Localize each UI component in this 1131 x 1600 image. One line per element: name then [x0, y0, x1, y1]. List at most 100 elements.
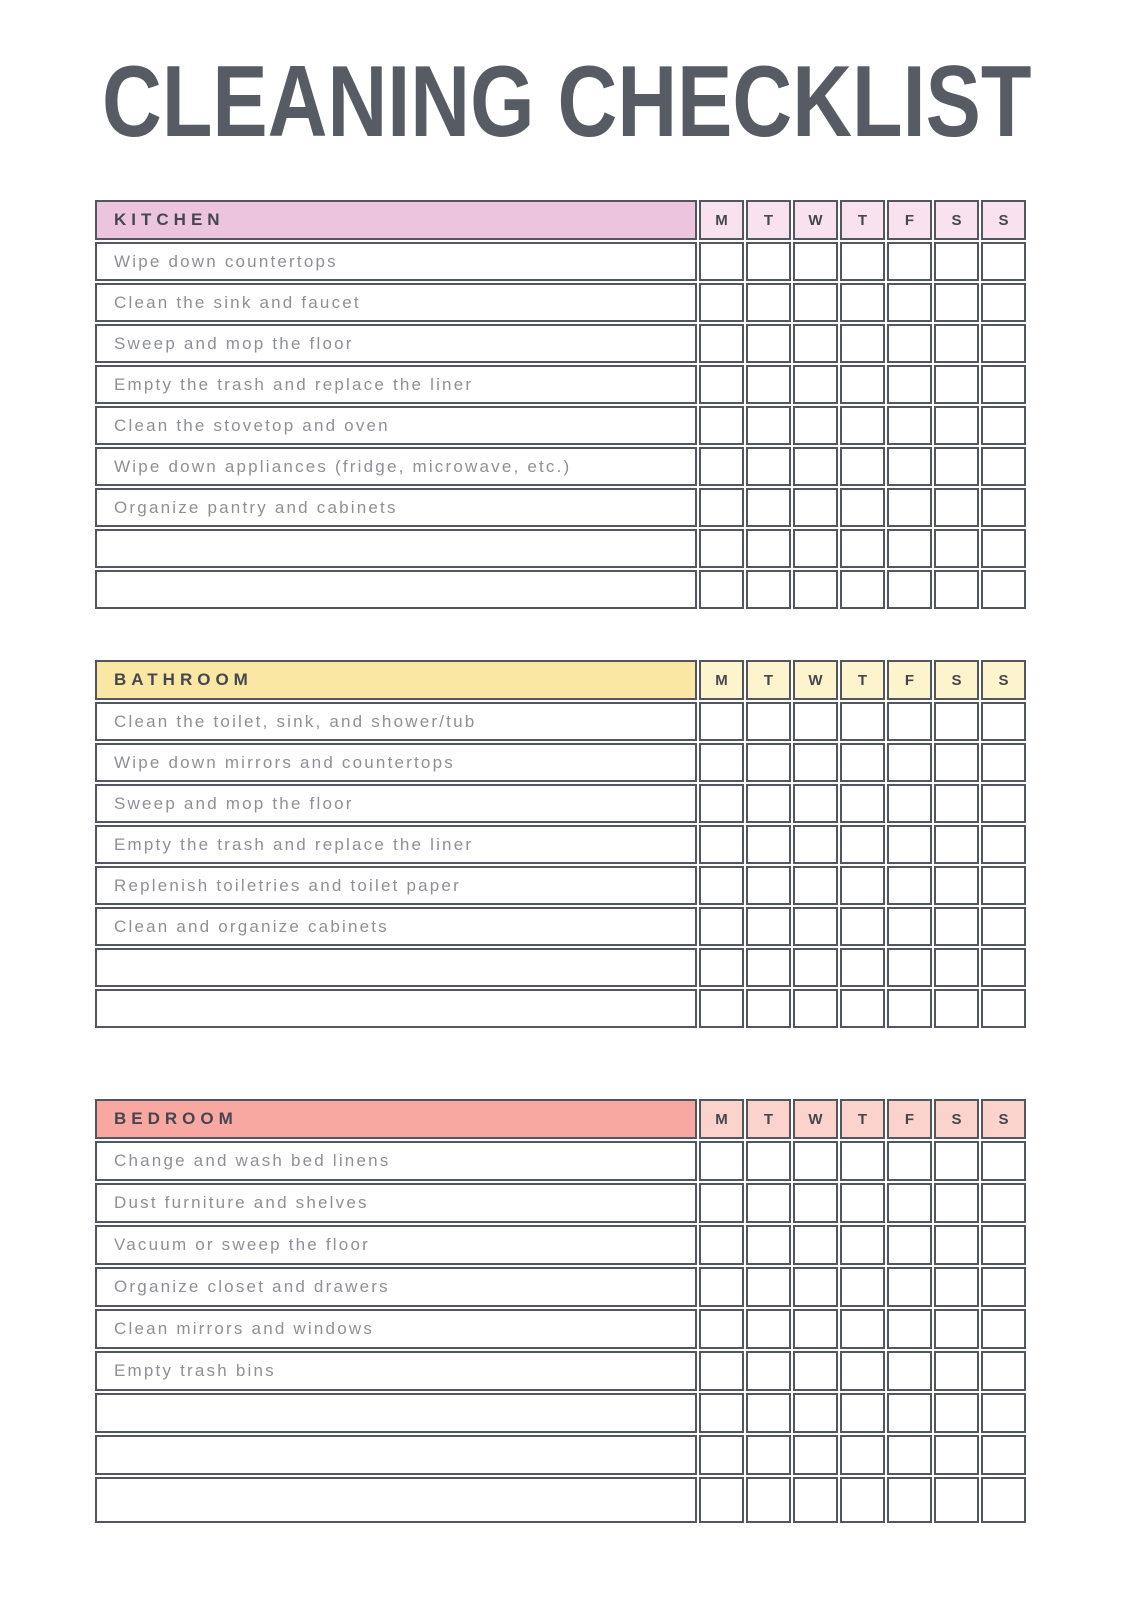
checkbox-cell[interactable] — [699, 1435, 744, 1475]
checkbox-cell[interactable] — [840, 406, 885, 445]
checkbox-cell[interactable] — [699, 283, 744, 322]
checkbox-cell[interactable] — [981, 324, 1026, 363]
empty-task-cell[interactable] — [95, 948, 697, 987]
checkbox-cell[interactable] — [981, 743, 1026, 782]
empty-task-cell[interactable] — [95, 570, 697, 609]
checkbox-cell[interactable] — [981, 1351, 1026, 1391]
checkbox-cell[interactable] — [746, 1435, 791, 1475]
checkbox-cell[interactable] — [746, 1267, 791, 1307]
checkbox-cell[interactable] — [934, 1141, 979, 1181]
checkbox-cell[interactable] — [746, 1477, 791, 1523]
checkbox-cell[interactable] — [699, 406, 744, 445]
checkbox-cell[interactable] — [934, 784, 979, 823]
checkbox-cell[interactable] — [840, 743, 885, 782]
checkbox-cell[interactable] — [887, 1435, 932, 1475]
checkbox-cell[interactable] — [746, 907, 791, 946]
checkbox-cell[interactable] — [887, 1309, 932, 1349]
checkbox-cell[interactable] — [793, 784, 838, 823]
checkbox-cell[interactable] — [793, 989, 838, 1028]
checkbox-cell[interactable] — [746, 825, 791, 864]
checkbox-cell[interactable] — [746, 529, 791, 568]
checkbox-cell[interactable] — [840, 907, 885, 946]
checkbox-cell[interactable] — [887, 406, 932, 445]
checkbox-cell[interactable] — [840, 989, 885, 1028]
checkbox-cell[interactable] — [981, 1393, 1026, 1433]
checkbox-cell[interactable] — [840, 702, 885, 741]
checkbox-cell[interactable] — [699, 1225, 744, 1265]
checkbox-cell[interactable] — [793, 866, 838, 905]
checkbox-cell[interactable] — [981, 1141, 1026, 1181]
checkbox-cell[interactable] — [887, 989, 932, 1028]
checkbox-cell[interactable] — [746, 488, 791, 527]
checkbox-cell[interactable] — [934, 324, 979, 363]
checkbox-cell[interactable] — [887, 242, 932, 281]
checkbox-cell[interactable] — [934, 1225, 979, 1265]
checkbox-cell[interactable] — [793, 365, 838, 404]
checkbox-cell[interactable] — [981, 784, 1026, 823]
checkbox-cell[interactable] — [981, 1183, 1026, 1223]
checkbox-cell[interactable] — [840, 529, 885, 568]
checkbox-cell[interactable] — [934, 1309, 979, 1349]
checkbox-cell[interactable] — [793, 1477, 838, 1523]
checkbox-cell[interactable] — [887, 907, 932, 946]
checkbox-cell[interactable] — [746, 948, 791, 987]
checkbox-cell[interactable] — [699, 529, 744, 568]
checkbox-cell[interactable] — [981, 907, 1026, 946]
checkbox-cell[interactable] — [934, 948, 979, 987]
checkbox-cell[interactable] — [840, 283, 885, 322]
checkbox-cell[interactable] — [746, 570, 791, 609]
checkbox-cell[interactable] — [934, 1393, 979, 1433]
checkbox-cell[interactable] — [887, 1225, 932, 1265]
checkbox-cell[interactable] — [840, 1351, 885, 1391]
checkbox-cell[interactable] — [840, 488, 885, 527]
checkbox-cell[interactable] — [840, 1141, 885, 1181]
checkbox-cell[interactable] — [793, 447, 838, 486]
checkbox-cell[interactable] — [793, 1183, 838, 1223]
checkbox-cell[interactable] — [699, 324, 744, 363]
checkbox-cell[interactable] — [934, 702, 979, 741]
checkbox-cell[interactable] — [981, 570, 1026, 609]
checkbox-cell[interactable] — [746, 324, 791, 363]
checkbox-cell[interactable] — [699, 907, 744, 946]
checkbox-cell[interactable] — [934, 365, 979, 404]
checkbox-cell[interactable] — [887, 948, 932, 987]
checkbox-cell[interactable] — [699, 488, 744, 527]
checkbox-cell[interactable] — [934, 989, 979, 1028]
checkbox-cell[interactable] — [887, 283, 932, 322]
checkbox-cell[interactable] — [840, 825, 885, 864]
checkbox-cell[interactable] — [981, 1435, 1026, 1475]
checkbox-cell[interactable] — [793, 324, 838, 363]
checkbox-cell[interactable] — [887, 702, 932, 741]
checkbox-cell[interactable] — [699, 1183, 744, 1223]
checkbox-cell[interactable] — [746, 1183, 791, 1223]
checkbox-cell[interactable] — [981, 529, 1026, 568]
checkbox-cell[interactable] — [934, 1183, 979, 1223]
checkbox-cell[interactable] — [887, 365, 932, 404]
checkbox-cell[interactable] — [746, 784, 791, 823]
checkbox-cell[interactable] — [699, 784, 744, 823]
checkbox-cell[interactable] — [887, 529, 932, 568]
checkbox-cell[interactable] — [840, 1225, 885, 1265]
checkbox-cell[interactable] — [840, 1267, 885, 1307]
checkbox-cell[interactable] — [887, 1141, 932, 1181]
checkbox-cell[interactable] — [934, 570, 979, 609]
checkbox-cell[interactable] — [793, 702, 838, 741]
checkbox-cell[interactable] — [746, 989, 791, 1028]
checkbox-cell[interactable] — [793, 1393, 838, 1433]
checkbox-cell[interactable] — [981, 1309, 1026, 1349]
checkbox-cell[interactable] — [887, 825, 932, 864]
checkbox-cell[interactable] — [699, 866, 744, 905]
checkbox-cell[interactable] — [793, 1309, 838, 1349]
checkbox-cell[interactable] — [746, 242, 791, 281]
checkbox-cell[interactable] — [746, 447, 791, 486]
checkbox-cell[interactable] — [793, 529, 838, 568]
checkbox-cell[interactable] — [934, 743, 979, 782]
checkbox-cell[interactable] — [934, 1477, 979, 1523]
checkbox-cell[interactable] — [746, 1309, 791, 1349]
checkbox-cell[interactable] — [746, 365, 791, 404]
checkbox-cell[interactable] — [793, 825, 838, 864]
checkbox-cell[interactable] — [699, 242, 744, 281]
checkbox-cell[interactable] — [887, 1393, 932, 1433]
checkbox-cell[interactable] — [934, 447, 979, 486]
empty-task-cell[interactable] — [95, 1477, 697, 1523]
